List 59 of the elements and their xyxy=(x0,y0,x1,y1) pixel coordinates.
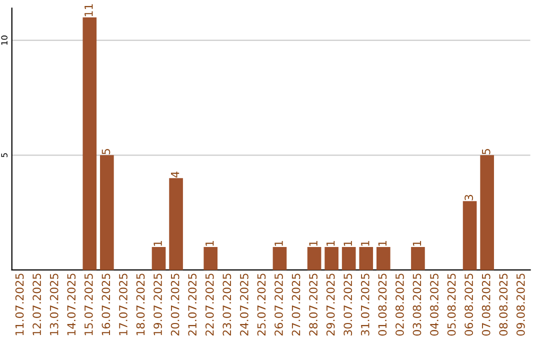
x-tick-label: 05.08.2025 xyxy=(447,274,456,336)
x-tick-label: 01.08.2025 xyxy=(378,274,387,336)
bar xyxy=(480,155,494,270)
x-tick-label: 09.08.2025 xyxy=(516,274,525,336)
x-tick-label: 22.07.2025 xyxy=(205,274,214,336)
x-tick-label: 31.07.2025 xyxy=(360,274,370,336)
x-tick-label: 16.07.2025 xyxy=(102,274,110,336)
x-tick-label: 12.07.2025 xyxy=(32,274,42,336)
data-label: 1 xyxy=(361,240,370,246)
x-tick-label: 30.07.2025 xyxy=(344,274,352,336)
bar xyxy=(152,246,166,270)
data-label: 5 xyxy=(102,149,110,154)
data-label: 1 xyxy=(309,240,318,246)
data-label: 1 xyxy=(274,240,283,246)
bar xyxy=(272,246,287,270)
x-tick-label: 11.07.2025 xyxy=(15,274,24,336)
x-tick-label: 28.07.2025 xyxy=(309,274,318,336)
data-label: 11 xyxy=(84,4,93,16)
bar xyxy=(169,178,183,270)
bar xyxy=(462,201,477,270)
y-tick-label: 10 xyxy=(1,36,8,45)
data-label: 1 xyxy=(412,240,422,246)
data-label: 1 xyxy=(378,240,386,246)
x-tick-label: 24.07.2025 xyxy=(240,274,248,336)
x-tick-label: 15.07.2025 xyxy=(84,274,93,336)
bar xyxy=(307,246,322,270)
x-tick-label: 25.07.2025 xyxy=(257,274,266,336)
x-tick-label: 18.07.2025 xyxy=(136,274,145,336)
bar xyxy=(342,246,356,270)
bar xyxy=(324,246,338,270)
data-label: 3 xyxy=(464,194,474,200)
x-tick-label: 20.07.2025 xyxy=(170,274,180,336)
data-label: 5 xyxy=(482,149,490,154)
x-tick-label: 19.07.2025 xyxy=(154,274,162,336)
x-tick-label: 29.07.2025 xyxy=(326,274,335,336)
x-tick-label: 13.07.2025 xyxy=(50,274,58,336)
data-label: 4 xyxy=(171,172,180,178)
x-tick-label: 27.07.2025 xyxy=(292,274,300,336)
x-tick-label: 02.08.2025 xyxy=(396,274,404,336)
x-tick-label: 21.07.2025 xyxy=(188,274,197,336)
data-label: 1 xyxy=(154,240,162,246)
x-tick-label: 08.08.2025 xyxy=(499,274,508,336)
x-tick-label: 14.07.2025 xyxy=(67,274,76,336)
x-tick-label: 23.07.2025 xyxy=(222,274,232,336)
bar xyxy=(82,17,97,270)
data-label: 1 xyxy=(326,240,335,246)
bar xyxy=(411,246,425,270)
x-tick-label: 06.08.2025 xyxy=(464,274,474,336)
x-tick-label: 04.08.2025 xyxy=(430,274,438,336)
x-tick-label: 07.08.2025 xyxy=(482,274,490,336)
x-tick-label: 17.07.2025 xyxy=(119,274,128,336)
bar xyxy=(100,155,114,270)
bar xyxy=(359,246,374,270)
data-label: 1 xyxy=(206,240,214,246)
bar xyxy=(204,246,218,270)
x-tick-label: 03.08.2025 xyxy=(412,274,422,336)
data-label: 1 xyxy=(344,240,352,246)
x-tick-label: 26.07.2025 xyxy=(274,274,283,336)
bar xyxy=(376,246,390,270)
